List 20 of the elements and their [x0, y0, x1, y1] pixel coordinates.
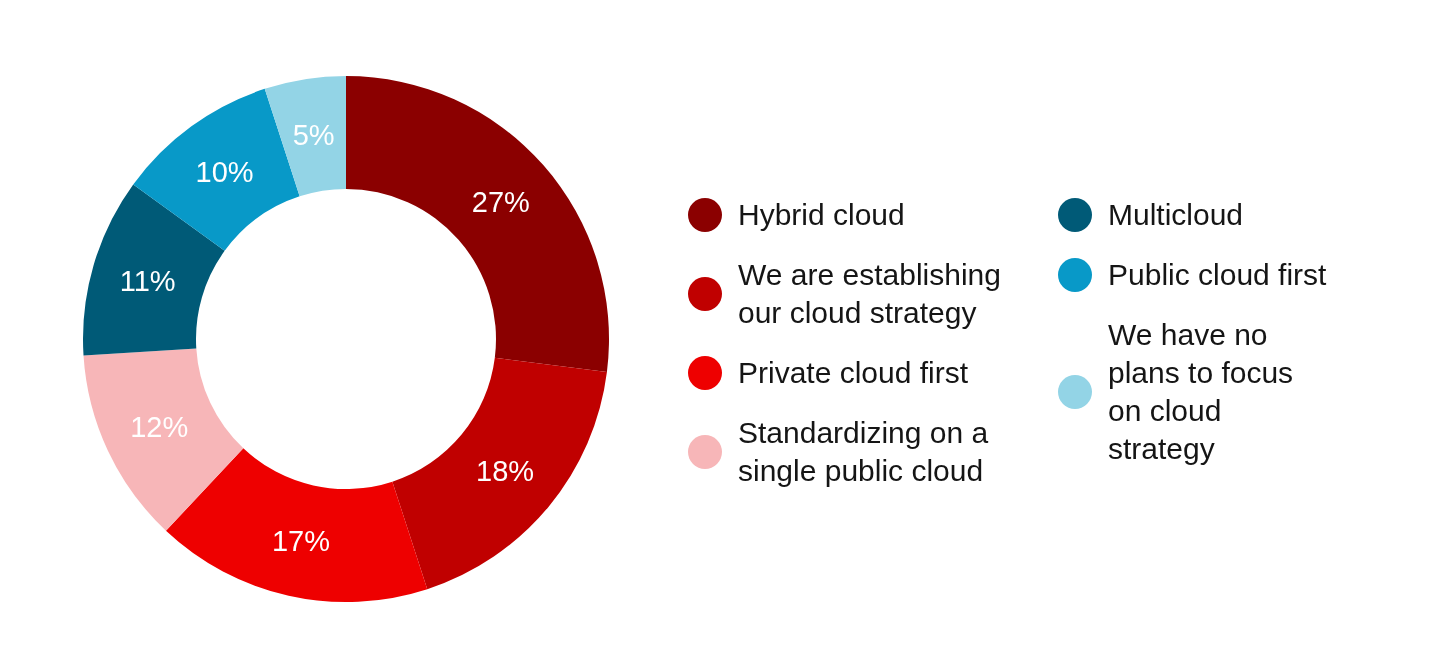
legend-label: Multicloud — [1108, 197, 1244, 233]
legend-label: Public cloud first — [1108, 257, 1327, 293]
data-label: 12% — [130, 410, 189, 443]
donut-slice — [165, 448, 428, 602]
data-label: 17% — [271, 524, 330, 557]
donut-slice — [392, 357, 607, 590]
legend-label: Hybrid cloud — [738, 197, 905, 233]
legend-label: We are establishing our cloud strategy — [738, 257, 1002, 331]
data-label: 10% — [195, 155, 254, 188]
donut-slice — [264, 76, 346, 197]
legend-label: Private cloud first — [738, 355, 969, 391]
data-label: 11% — [119, 265, 176, 298]
donut-slice — [83, 348, 244, 531]
data-label: 5% — [292, 119, 335, 152]
data-label: 27% — [471, 186, 530, 219]
legend-label: Standardizing on a single public cloud — [738, 415, 990, 489]
donut-slice — [346, 76, 609, 372]
donut-slice — [83, 184, 225, 356]
data-label: 18% — [476, 454, 535, 487]
legend-label: We have no plans to focus on cloud strategy — [1108, 317, 1295, 467]
